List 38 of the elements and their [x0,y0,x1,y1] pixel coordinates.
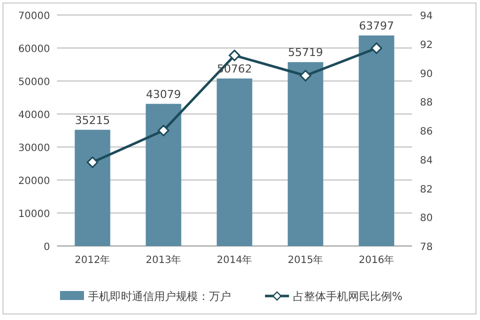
y-tick-label: 50000 [18,77,50,88]
y2-tick-label: 90 [420,68,433,80]
legend-label: 手机即时通信用户规模：万户 [88,290,231,303]
y-tick-label: 0 [44,242,50,253]
point [228,50,240,62]
data-label: 43079 [146,88,181,101]
y2-tick-label: 78 [420,242,433,253]
y-tick-label: 10000 [18,209,50,220]
data-label: 63797 [359,19,394,32]
point [86,156,98,168]
y-tick-label: 60000 [18,44,50,55]
data-label: 55719 [288,46,323,60]
y2-tick-label: 82 [420,184,433,196]
y-tick-label: 20000 [18,176,50,187]
x-tick-label: 2016年 [358,254,394,266]
y2-tick-label: 80 [420,213,433,224]
y-tick-label: 70000 [18,11,50,22]
bar [146,104,182,246]
point [300,70,312,82]
bar [358,35,394,246]
x-tick-label: 2014年 [216,254,252,266]
bar [74,130,110,246]
data-label: 35215 [75,114,110,127]
y-tick-label: 30000 [18,143,50,154]
point [158,124,170,136]
bar [216,78,252,246]
y2-tick-label: 94 [420,11,433,22]
y-tick-label: 40000 [18,110,50,121]
point [370,42,382,54]
y2-tick-label: 86 [420,126,433,138]
x-tick-label: 2013年 [146,254,182,266]
x-tick-label: 2012年 [74,254,110,266]
y2-tick-label: 84 [420,155,433,166]
y2-tick-label: 88 [420,98,433,109]
x-tick-label: 2015年 [288,254,324,266]
y2-tick-label: 92 [420,40,433,51]
legend-label: 占整体手机网民比例% [293,290,402,303]
bar [288,62,324,246]
